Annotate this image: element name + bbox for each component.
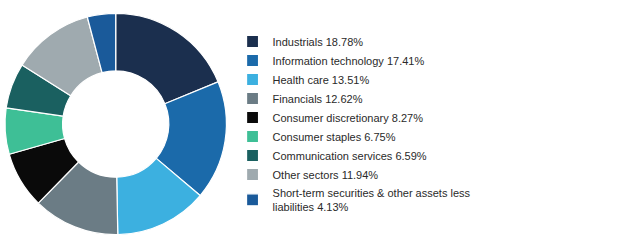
- svg-text:Financials 12.62%: Financials 12.62%: [273, 93, 363, 105]
- svg-text:Industrials 18.78%: Industrials 18.78%: [273, 36, 364, 48]
- svg-text:Consumer staples 6.75%: Consumer staples 6.75%: [273, 131, 396, 143]
- svg-text:Information technology 17.41%: Information technology 17.41%: [273, 55, 425, 67]
- svg-text:Consumer discretionary 8.27%: Consumer discretionary 8.27%: [273, 112, 424, 124]
- svg-text:Communication services 6.59%: Communication services 6.59%: [273, 150, 427, 162]
- svg-text:Short-term securities & other: Short-term securities & other assets les…: [273, 187, 471, 213]
- svg-text:Health care 13.51%: Health care 13.51%: [273, 74, 370, 86]
- svg-text:Other sectors 11.94%: Other sectors 11.94%: [273, 169, 379, 181]
